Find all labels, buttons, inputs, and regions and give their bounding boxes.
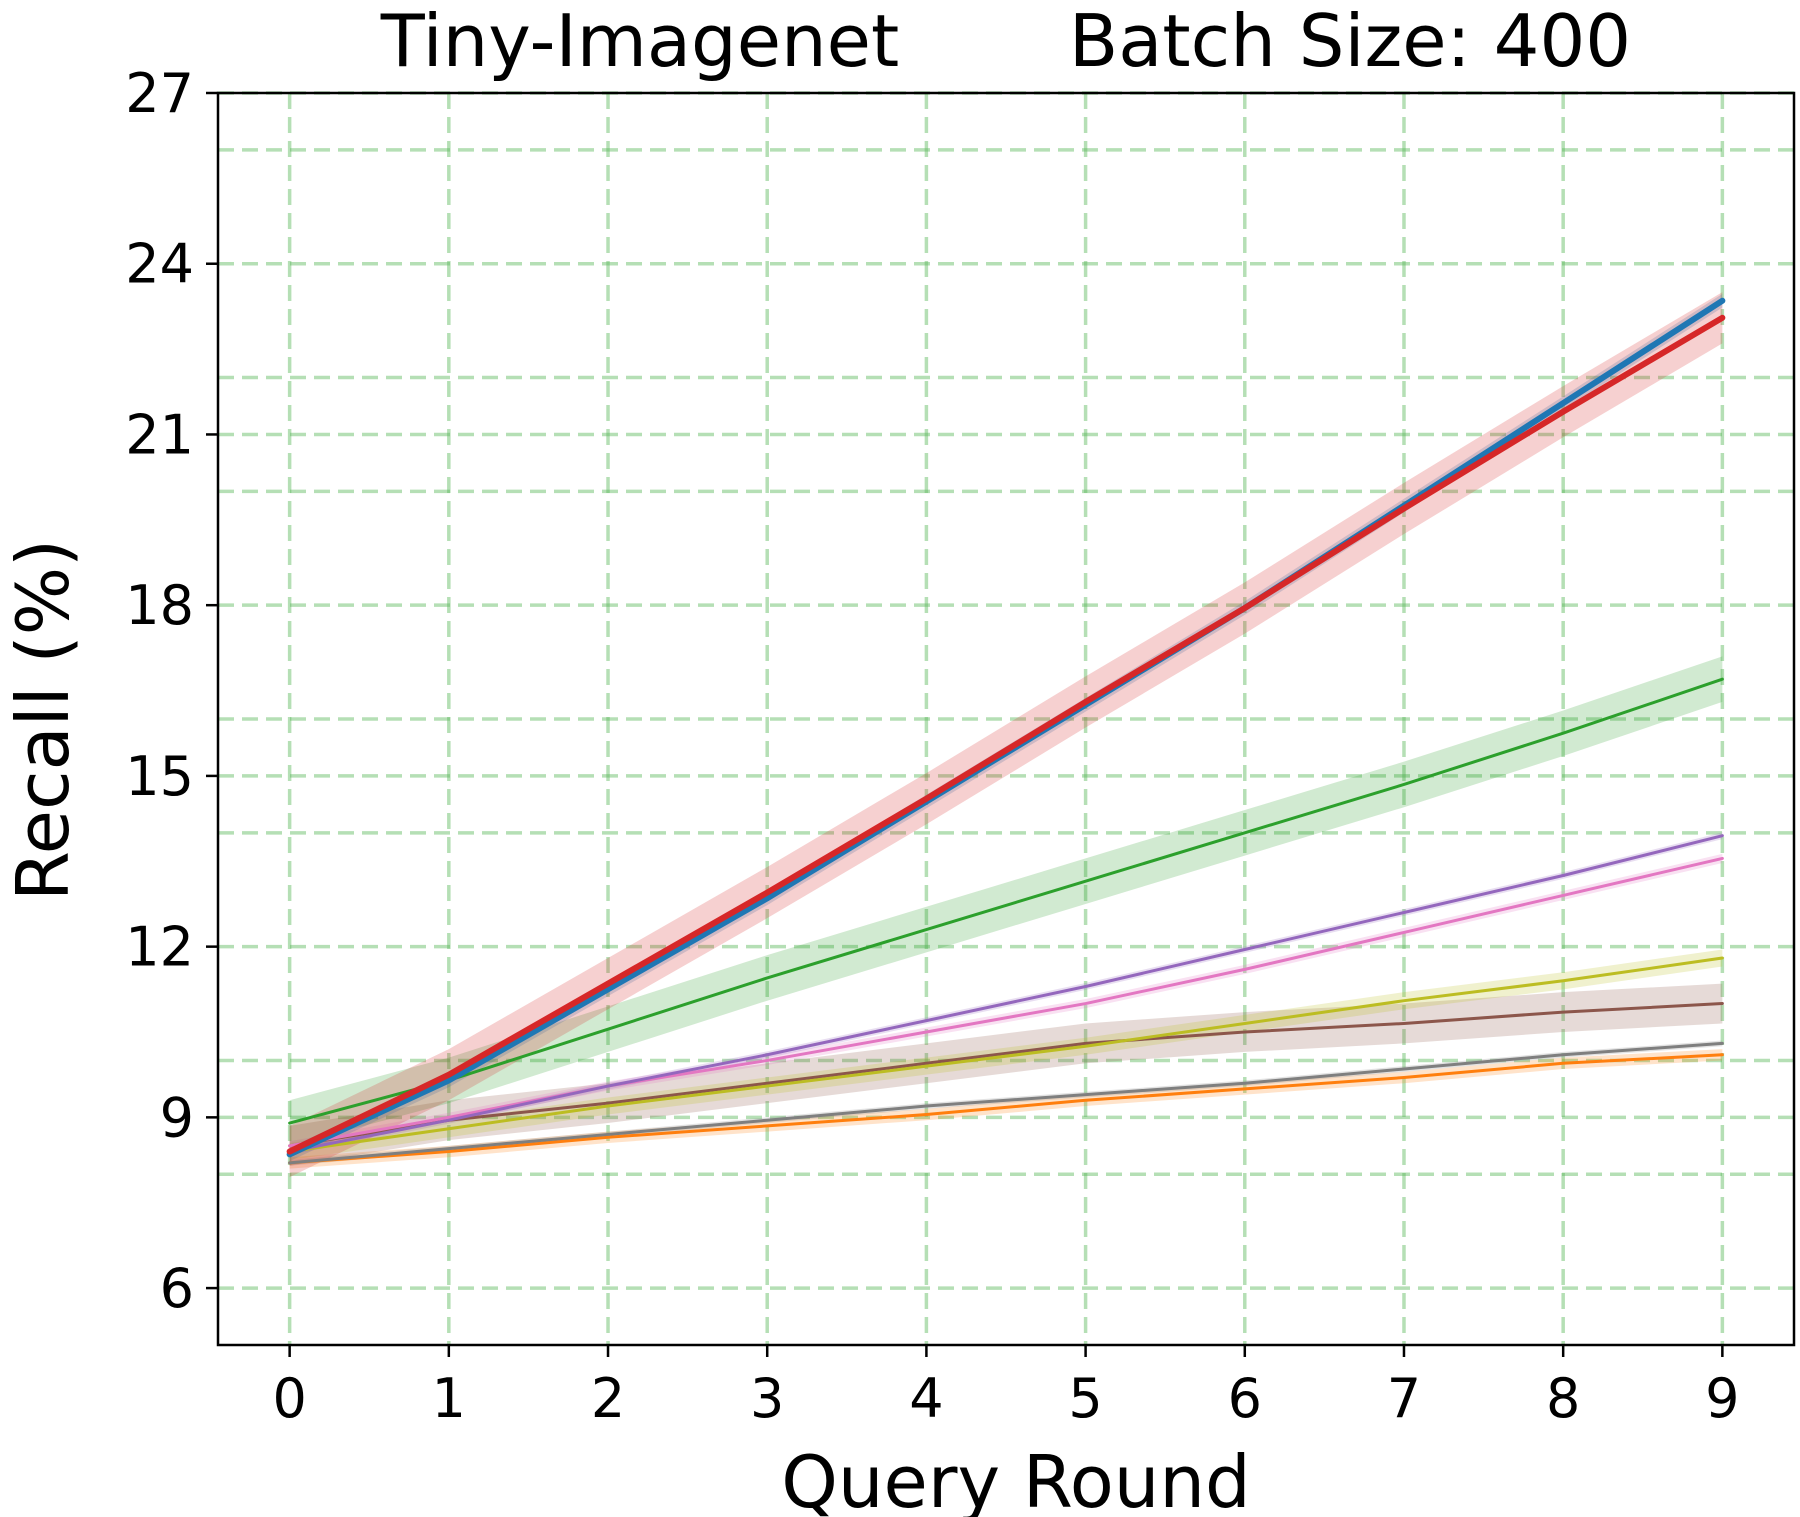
x-tick-label-5: 5: [1068, 1367, 1102, 1430]
x-axis-label: Query Round: [781, 1440, 1251, 1517]
x-tick-label-2: 2: [591, 1367, 625, 1430]
y-tick-label-12: 12: [125, 916, 194, 979]
x-tick-label-3: 3: [750, 1367, 784, 1430]
y-tick-label-21: 21: [125, 403, 194, 466]
y-tick-label-6: 6: [160, 1257, 194, 1320]
chart-title-dataset: Tiny-Imagenet: [380, 0, 899, 83]
series-3-band: [289, 983, 1723, 1166]
x-tick-label-4: 4: [909, 1367, 943, 1430]
series-4-line: [288, 956, 1724, 1154]
series-1-line: [288, 1053, 1724, 1165]
series-7-line: [288, 677, 1724, 1125]
y-tick-label-9: 9: [160, 1086, 194, 1149]
series-7-band: [289, 656, 1723, 1146]
series-5-band: [289, 853, 1723, 1151]
plot-area-frame: [216, 91, 1796, 1347]
x-tick-label-9: 9: [1705, 1367, 1739, 1430]
series-6-line: [288, 834, 1724, 1154]
series-9-line: [286, 314, 1726, 1155]
series-lines: [286, 297, 1726, 1165]
y-tick-label-18: 18: [125, 574, 194, 637]
x-tick-label-8: 8: [1546, 1367, 1580, 1430]
x-tick-label-6: 6: [1228, 1367, 1262, 1430]
x-tick-label-0: 0: [272, 1367, 306, 1430]
x-tick-label-1: 1: [432, 1367, 466, 1430]
series-9-band: [289, 292, 1723, 1178]
y-axis-label: Recall (%): [1, 539, 85, 901]
x-tick-label-7: 7: [1387, 1367, 1421, 1430]
grid-lines: [218, 91, 1794, 1345]
series-3-line: [288, 1002, 1724, 1148]
y-tick-label-24: 24: [125, 233, 194, 296]
series-2-line: [288, 1041, 1724, 1165]
chart-title-batch-size: Batch Size: 400: [1069, 0, 1631, 83]
y-tick-label-15: 15: [125, 745, 194, 808]
y-tick-label-27: 27: [125, 62, 194, 125]
